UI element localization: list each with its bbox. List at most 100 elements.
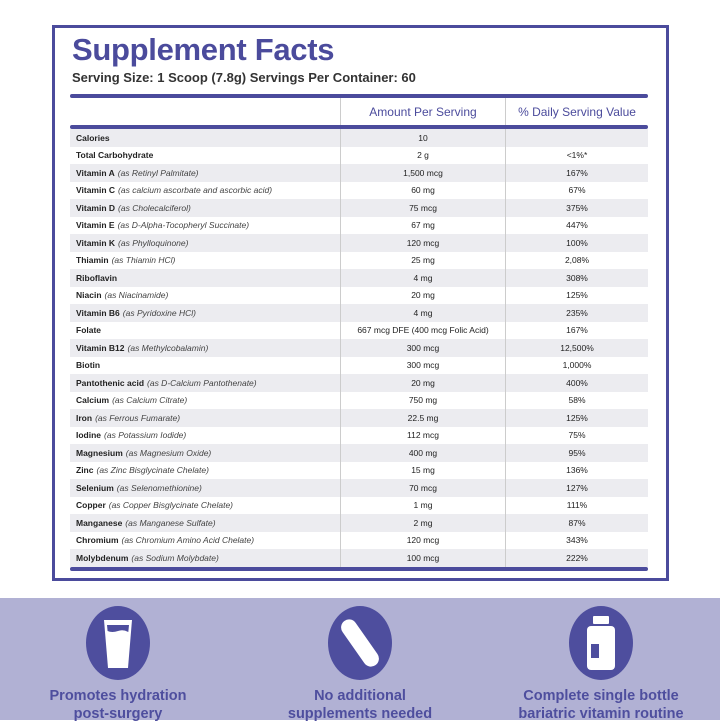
table-row: Molybdenum (as Sodium Molybdate) 100 mcg 22… [70, 549, 648, 567]
amount-cell: 25 mg [340, 251, 505, 269]
dv-cell: 125% [505, 286, 648, 304]
dv-cell: 1,000% [505, 356, 648, 374]
table-row: Selenium (as Selenomethionine) 70 mcg 127% [70, 479, 648, 497]
nutrient-name: Calcium [76, 395, 110, 406]
amount-cell: 4 mg [340, 304, 505, 322]
table-row: Vitamin E (as D-Alpha-Tocopheryl Succinat… [70, 216, 648, 234]
nutrient-name: Copper [76, 500, 106, 511]
amount-cell: 300 mcg [340, 356, 505, 374]
table-row: Calcium (as Calcium Citrate) 750 mg 58% [70, 391, 648, 409]
dv-cell: 167% [505, 321, 648, 339]
table-row: Vitamin B12 (as Methylcobalamin) 300 mcg 12… [70, 339, 648, 357]
nutrient-source: (as Phylloquinone) [118, 237, 189, 248]
dv-cell: 111% [505, 496, 648, 514]
dv-cell: 375% [505, 199, 648, 217]
capsule-icon [328, 606, 392, 680]
nutrient-name: Vitamin D [76, 202, 116, 213]
dv-cell: 75% [505, 426, 648, 444]
dv-cell: 87% [505, 514, 648, 532]
nutrient-source: (as Ferrous Fumarate) [95, 412, 181, 423]
table-row: Folate 667 mcg DFE (400 mcg Folic Acid) 16… [70, 321, 648, 339]
nutrient-source: (as Calcium Citrate) [112, 395, 188, 406]
amount-cell: 120 mcg [340, 531, 505, 549]
nutrient-name: Molybdenum [76, 552, 129, 563]
serving-info: Serving Size: 1 Scoop (7.8g) Servings Pe… [72, 70, 416, 85]
feature-single-bottle: Complete single bottle bariatric vitamin … [491, 606, 711, 723]
table-row: Iron (as Ferrous Fumarate) 22.5 mg 125% [70, 409, 648, 427]
nutrient-source: (as Niacinamide) [104, 290, 169, 301]
dv-cell: 400% [505, 374, 648, 392]
dv-cell: 2,08% [505, 251, 648, 269]
table-row: Copper (as Copper Bisglycinate Chelate) 1 … [70, 496, 648, 514]
nutrient-source: (as Pyridoxine HCl) [122, 307, 196, 318]
nutrient-source: (as Methylcobalamin) [127, 342, 209, 353]
nutrient-name: Manganese [76, 517, 123, 528]
nutrient-name: Riboflavin [76, 272, 118, 283]
bottle-icon [569, 606, 633, 680]
nutrient-name: Total Carbohydrate [76, 150, 154, 161]
dv-cell: <1%* [505, 146, 648, 164]
dv-cell: 222% [505, 549, 648, 567]
nutrient-name: Vitamin K [76, 237, 116, 248]
amount-cell: 10 [340, 129, 505, 147]
nutrient-name: Vitamin B6 [76, 307, 120, 318]
nutrient-name: Vitamin E [76, 220, 115, 231]
table-row: Iodine (as Potassium Iodide) 112 mcg 75% [70, 426, 648, 444]
amount-cell: 750 mg [340, 391, 505, 409]
nutrient-name: Niacin [76, 290, 102, 301]
facts-table: Amount Per Serving % Daily Serving Value… [70, 94, 648, 571]
dv-cell: 127% [505, 479, 648, 497]
nutrient-source: (as Manganese Sulfate) [125, 517, 216, 528]
dv-cell: 58% [505, 391, 648, 409]
amount-cell: 2 mg [340, 514, 505, 532]
features-band: Promotes hydration post-surgery No additi… [0, 598, 720, 723]
amount-cell: 20 mg [340, 286, 505, 304]
nutrient-name: Vitamin B12 [76, 342, 125, 353]
facts-panel [52, 25, 669, 581]
header-amount: Amount Per Serving [340, 98, 505, 125]
table-row: Zinc (as Zinc Bisglycinate Chelate) 15 mg 1… [70, 461, 648, 479]
amount-cell: 20 mg [340, 374, 505, 392]
nutrient-source: (as Cholecalciferol) [118, 202, 191, 213]
amount-cell: 120 mcg [340, 234, 505, 252]
nutrient-name: Calories [76, 132, 110, 143]
table-body: Calories 10 Total Carbohydrate 2 g <1%* Vitam… [70, 129, 648, 567]
nutrient-name: Folate [76, 325, 102, 336]
amount-cell: 100 mcg [340, 549, 505, 567]
table-row: Chromium (as Chromium Amino Acid Chelate)… [70, 531, 648, 549]
amount-cell: 4 mg [340, 269, 505, 287]
dv-cell: 167% [505, 164, 648, 182]
nutrient-source: (as calcium ascorbate and ascorbic acid) [118, 185, 273, 196]
nutrient-source: (as Sodium Molybdate) [131, 552, 219, 563]
dv-cell: 235% [505, 304, 648, 322]
nutrient-name: Thiamin [76, 255, 109, 266]
nutrient-name: Iodine [76, 430, 102, 441]
dv-cell: 343% [505, 531, 648, 549]
divider [70, 125, 648, 129]
table-row: Niacin (as Niacinamide) 20 mg 125% [70, 286, 648, 304]
table-row: Riboflavin 4 mg 308% [70, 269, 648, 287]
amount-cell: 67 mg [340, 216, 505, 234]
header-dv: % Daily Serving Value [505, 98, 648, 125]
water-glass-icon [86, 606, 150, 680]
amount-cell: 1,500 mcg [340, 164, 505, 182]
nutrient-name: Biotin [76, 360, 101, 371]
nutrient-name: Vitamin A [76, 167, 115, 178]
table-header: Amount Per Serving % Daily Serving Value [70, 98, 648, 125]
nutrient-source: (as Selenomethionine) [116, 482, 202, 493]
nutrient-source: (as Zinc Bisglycinate Chelate) [96, 465, 209, 476]
dv-cell: 447% [505, 216, 648, 234]
feature-hydration: Promotes hydration post-surgery [8, 606, 228, 723]
amount-cell: 1 mg [340, 496, 505, 514]
amount-cell: 667 mcg DFE (400 mcg Folic Acid) [340, 321, 505, 339]
table-row: Vitamin K (as Phylloquinone) 120 mcg 100% [70, 234, 648, 252]
dv-cell: 125% [505, 409, 648, 427]
table-row: Vitamin C (as calcium ascorbate and ascor… [70, 181, 648, 199]
dv-cell: 136% [505, 461, 648, 479]
nutrient-source: (as Magnesium Oxide) [125, 447, 212, 458]
nutrient-name: Vitamin C [76, 185, 116, 196]
table-row: Calories 10 [70, 129, 648, 147]
nutrient-source: (as Copper Bisglycinate Chelate) [108, 500, 234, 511]
amount-cell: 112 mcg [340, 426, 505, 444]
nutrient-source: (as Chromium Amino Acid Chelate) [121, 535, 255, 546]
